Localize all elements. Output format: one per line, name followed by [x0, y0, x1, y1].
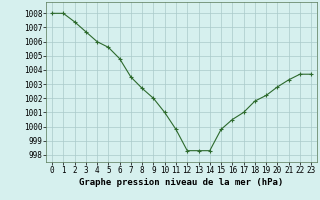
X-axis label: Graphe pression niveau de la mer (hPa): Graphe pression niveau de la mer (hPa) — [79, 178, 284, 187]
